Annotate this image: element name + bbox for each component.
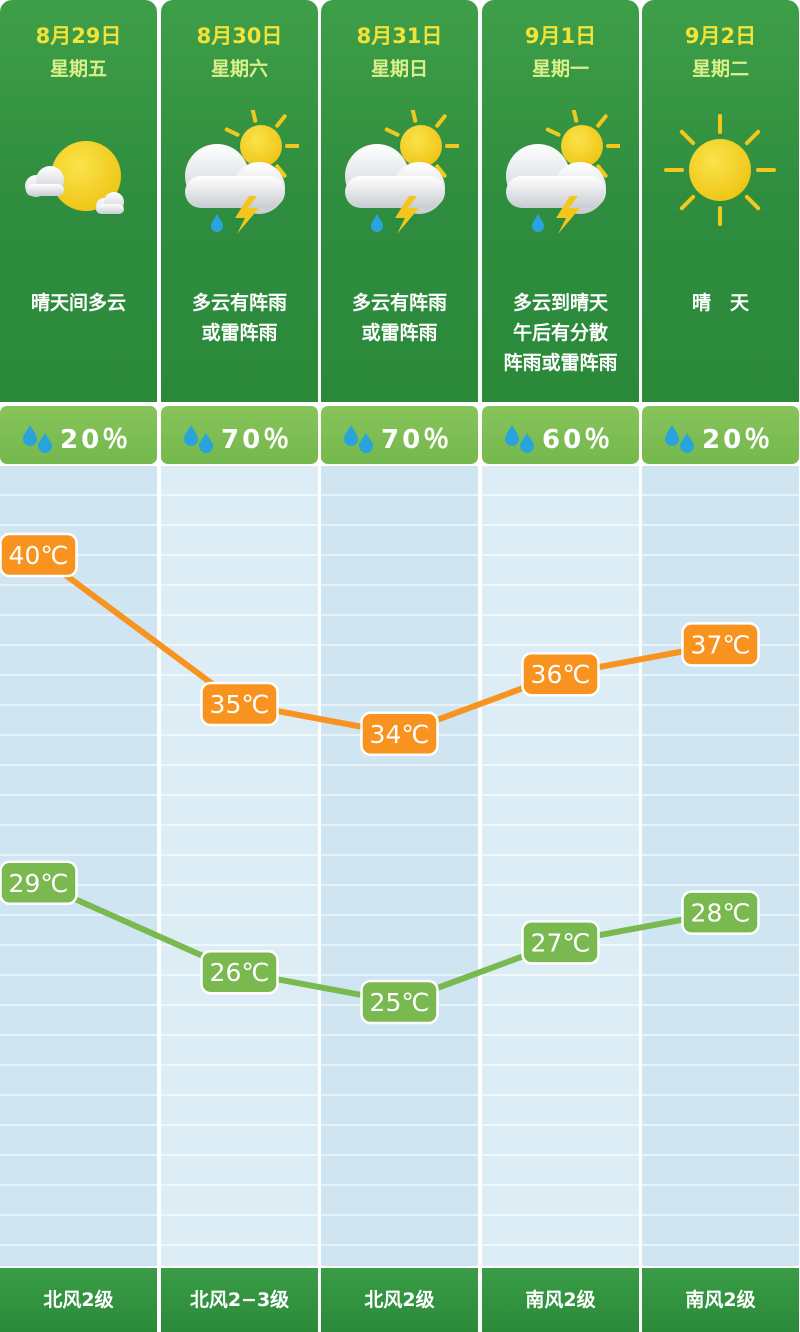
rain-percent: 70％ — [221, 425, 293, 455]
day-weekday: 星期五 — [49, 58, 107, 80]
rain-percent: 20％ — [702, 425, 774, 455]
day-condition: 多云到晴天午后有分散阵雨或雷阵雨 — [482, 288, 639, 378]
day-condition: 晴天间多云 — [0, 288, 157, 318]
condition-line: 多云到晴天 — [512, 292, 608, 314]
low-temp-badge — [200, 949, 279, 995]
low-temp-badge — [360, 979, 439, 1025]
day-condition: 晴 天 — [642, 288, 799, 318]
wind-forecast: 北风2级 — [0, 1268, 157, 1332]
rain-probability: 70％ — [321, 406, 478, 464]
high-temp-point-2: 35℃ — [200, 681, 279, 727]
rain-percent: 20％ — [60, 425, 132, 455]
day-header: 9月1日 星期一 多云到晴天午后有分散阵雨或雷阵雨 — [482, 0, 639, 402]
low-temp-label: 28℃ — [691, 899, 751, 928]
day-weekday: 星期一 — [531, 58, 589, 80]
rain-probability: 20％ — [642, 406, 799, 464]
high-temp-label: 40℃ — [9, 541, 69, 570]
condition-line: 阵雨或雷阵雨 — [503, 352, 618, 374]
condition-line: 晴 天 — [691, 292, 749, 314]
wind-forecast: 北风2级 — [321, 1268, 478, 1332]
raindrops-icon — [505, 425, 534, 453]
day-condition: 多云有阵雨 或雷阵雨 — [161, 288, 318, 348]
thunderstorm-icon — [345, 106, 461, 234]
day-header: 9月2日 星期二 晴 天 — [642, 0, 799, 402]
low-temp-badge — [0, 860, 78, 906]
day-weekday: 星期二 — [691, 58, 749, 80]
chart-band — [321, 466, 478, 1266]
wind-forecast: 南风2级 — [482, 1268, 639, 1332]
low-temp-label: 29℃ — [9, 869, 69, 898]
high-temp-point-3: 34℃ — [360, 711, 439, 757]
chart-band — [642, 466, 799, 1266]
high-temp-badge — [521, 651, 600, 697]
high-temp-label: 34℃ — [370, 720, 430, 749]
day-weekday: 星期六 — [210, 58, 268, 80]
day-date: 8月31日 — [356, 24, 443, 48]
day-weekday: 星期日 — [370, 58, 428, 80]
day-header: 8月29日 星期五 晴天间多云 — [0, 0, 157, 402]
raindrops-icon — [184, 425, 213, 453]
rain-probability: 60％ — [482, 406, 639, 464]
high-temp-badge — [0, 532, 78, 578]
low-temp-label: 25℃ — [370, 988, 430, 1017]
forecast-day-column-5: 9月2日 星期二 晴 天 20％ 南风2级 — [642, 0, 799, 1332]
low-temp-badge — [521, 920, 600, 965]
condition-line: 多云有阵雨 — [191, 292, 287, 314]
high-temp-label: 37℃ — [691, 630, 751, 659]
condition-line: 多云有阵雨 — [351, 292, 447, 314]
low-temp-label: 27℃ — [531, 928, 591, 957]
wind-forecast: 南风2级 — [642, 1268, 799, 1332]
sun-icon — [664, 114, 776, 226]
rain-percent: 60％ — [542, 425, 614, 455]
day-date: 9月1日 — [524, 24, 597, 48]
day-date: 9月2日 — [684, 24, 757, 48]
forecast-day-column-3: 8月31日 星期日 多云有阵雨或雷阵雨 70％ 北风2级 — [321, 0, 478, 1332]
low-temp-point-5: 28℃ — [681, 890, 760, 935]
high-temp-point-1: 40℃ — [0, 532, 78, 578]
low-temp-point-1: 29℃ — [0, 860, 78, 906]
condition-line: 晴天间多云 — [30, 292, 126, 314]
condition-line: 午后有分散 — [512, 322, 608, 344]
wind-forecast: 北风2−3级 — [161, 1268, 318, 1332]
low-temp-badge — [681, 890, 760, 935]
low-temp-point-3: 25℃ — [360, 979, 439, 1025]
thunderstorm-icon — [506, 106, 622, 234]
high-temp-point-5: 37℃ — [681, 622, 760, 667]
high-temp-label: 35℃ — [210, 690, 270, 719]
high-temp-line — [36, 552, 722, 737]
thunderstorm-icon — [185, 106, 301, 234]
condition-line: 或雷阵雨 — [361, 322, 438, 344]
chart-band — [161, 466, 318, 1266]
raindrops-icon — [23, 425, 52, 453]
day-date: 8月29日 — [35, 24, 122, 48]
day-header: 8月31日 星期日 多云有阵雨或雷阵雨 — [321, 0, 478, 402]
high-temp-point-4: 36℃ — [521, 651, 600, 697]
raindrops-icon — [344, 425, 373, 453]
rain-probability: 20％ — [0, 406, 157, 464]
rain-percent: 70％ — [381, 425, 453, 455]
high-temp-badge — [681, 622, 760, 667]
condition-line: 或雷阵雨 — [201, 322, 278, 344]
sun-with-cloud-icon — [25, 141, 124, 214]
high-temp-badge — [200, 681, 279, 727]
high-temp-badge — [360, 711, 439, 757]
low-temp-point-2: 26℃ — [200, 949, 279, 995]
low-temp-point-4: 27℃ — [521, 920, 600, 965]
low-temp-label: 26℃ — [210, 958, 270, 987]
chart-band — [482, 466, 639, 1266]
forecast-day-column-2: 8月30日 星期六 多云有阵雨或雷阵雨 70％ 北风2−3级 — [161, 0, 318, 1332]
raindrops-icon — [665, 425, 694, 453]
day-date: 8月30日 — [196, 24, 283, 48]
forecast-day-column-4: 9月1日 星期一 多云到晴天午后有分散阵雨或雷阵雨 60％ 南风2级 — [482, 0, 639, 1332]
day-header: 8月30日 星期六 多云有阵雨或雷阵雨 — [161, 0, 318, 402]
rain-probability: 70％ — [161, 406, 318, 464]
day-condition: 多云有阵雨 或雷阵雨 — [321, 288, 478, 348]
high-temp-label: 36℃ — [531, 660, 591, 689]
